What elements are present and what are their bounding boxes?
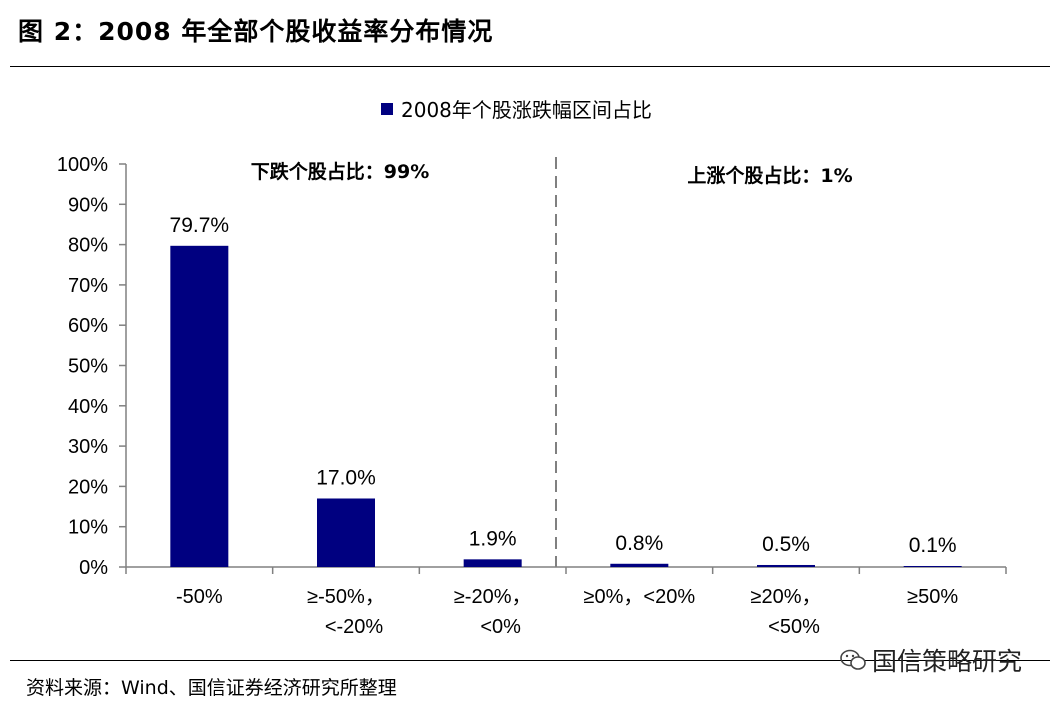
- legend-label: 2008年个股涨跌幅区间占比: [401, 98, 652, 122]
- x-tick-label: <0%: [480, 616, 521, 638]
- y-tick-label: 30%: [68, 436, 108, 458]
- bar: [317, 498, 375, 567]
- y-tick-label: 40%: [68, 396, 108, 418]
- x-tick-label: ≥0%，<20%: [584, 586, 696, 608]
- bar: [610, 563, 669, 567]
- brand-text: 国信策略研究: [872, 647, 1023, 676]
- figure-title: 图 2：2008 年全部个股收益率分布情况: [18, 17, 494, 46]
- x-tick-label: ≥-50%，: [307, 586, 385, 608]
- y-tick-label: 100%: [57, 154, 108, 176]
- bar: [757, 564, 815, 567]
- x-tick-label: <50%: [768, 616, 820, 638]
- y-tick-label: 50%: [68, 356, 108, 378]
- bar: [463, 559, 522, 567]
- bottom-rule: [10, 660, 1050, 661]
- data-label: 0.8%: [615, 532, 663, 555]
- legend-swatch: [381, 102, 393, 115]
- x-tick-label: ≥20%，: [750, 586, 821, 608]
- y-tick-label: 80%: [68, 235, 108, 257]
- annotation-left: 下跌个股占比：99%: [251, 160, 429, 183]
- y-tick-label: 90%: [68, 194, 108, 216]
- y-tick-label: 0%: [79, 557, 108, 579]
- y-tick-label: 10%: [68, 517, 108, 539]
- top-rule: [10, 66, 1050, 67]
- y-tick-label: 70%: [68, 275, 108, 297]
- legend: 2008年个股涨跌幅区间占比: [381, 94, 652, 123]
- data-label: 79.7%: [170, 214, 230, 237]
- data-label: 0.5%: [762, 533, 810, 556]
- y-tick-label: 60%: [68, 315, 108, 337]
- data-label: 17.0%: [316, 466, 376, 489]
- source-note: 资料来源：Wind、国信证券经济研究所整理: [26, 677, 397, 699]
- x-tick-label: -50%: [176, 586, 223, 608]
- y-tick-label: 20%: [68, 476, 108, 498]
- brand-watermark: 国信策略研究: [840, 642, 1022, 678]
- x-tick-label: ≥-20%，: [454, 586, 532, 608]
- data-label: 1.9%: [469, 527, 517, 550]
- wechat-icon: [840, 649, 866, 670]
- data-label: 0.1%: [909, 534, 957, 557]
- x-tick-label: <-20%: [325, 616, 384, 638]
- x-tick-label: ≥50%: [907, 586, 958, 608]
- bar: [170, 245, 229, 567]
- bar: [903, 566, 962, 567]
- annotation-right: 上涨个股占比：1%: [687, 164, 852, 187]
